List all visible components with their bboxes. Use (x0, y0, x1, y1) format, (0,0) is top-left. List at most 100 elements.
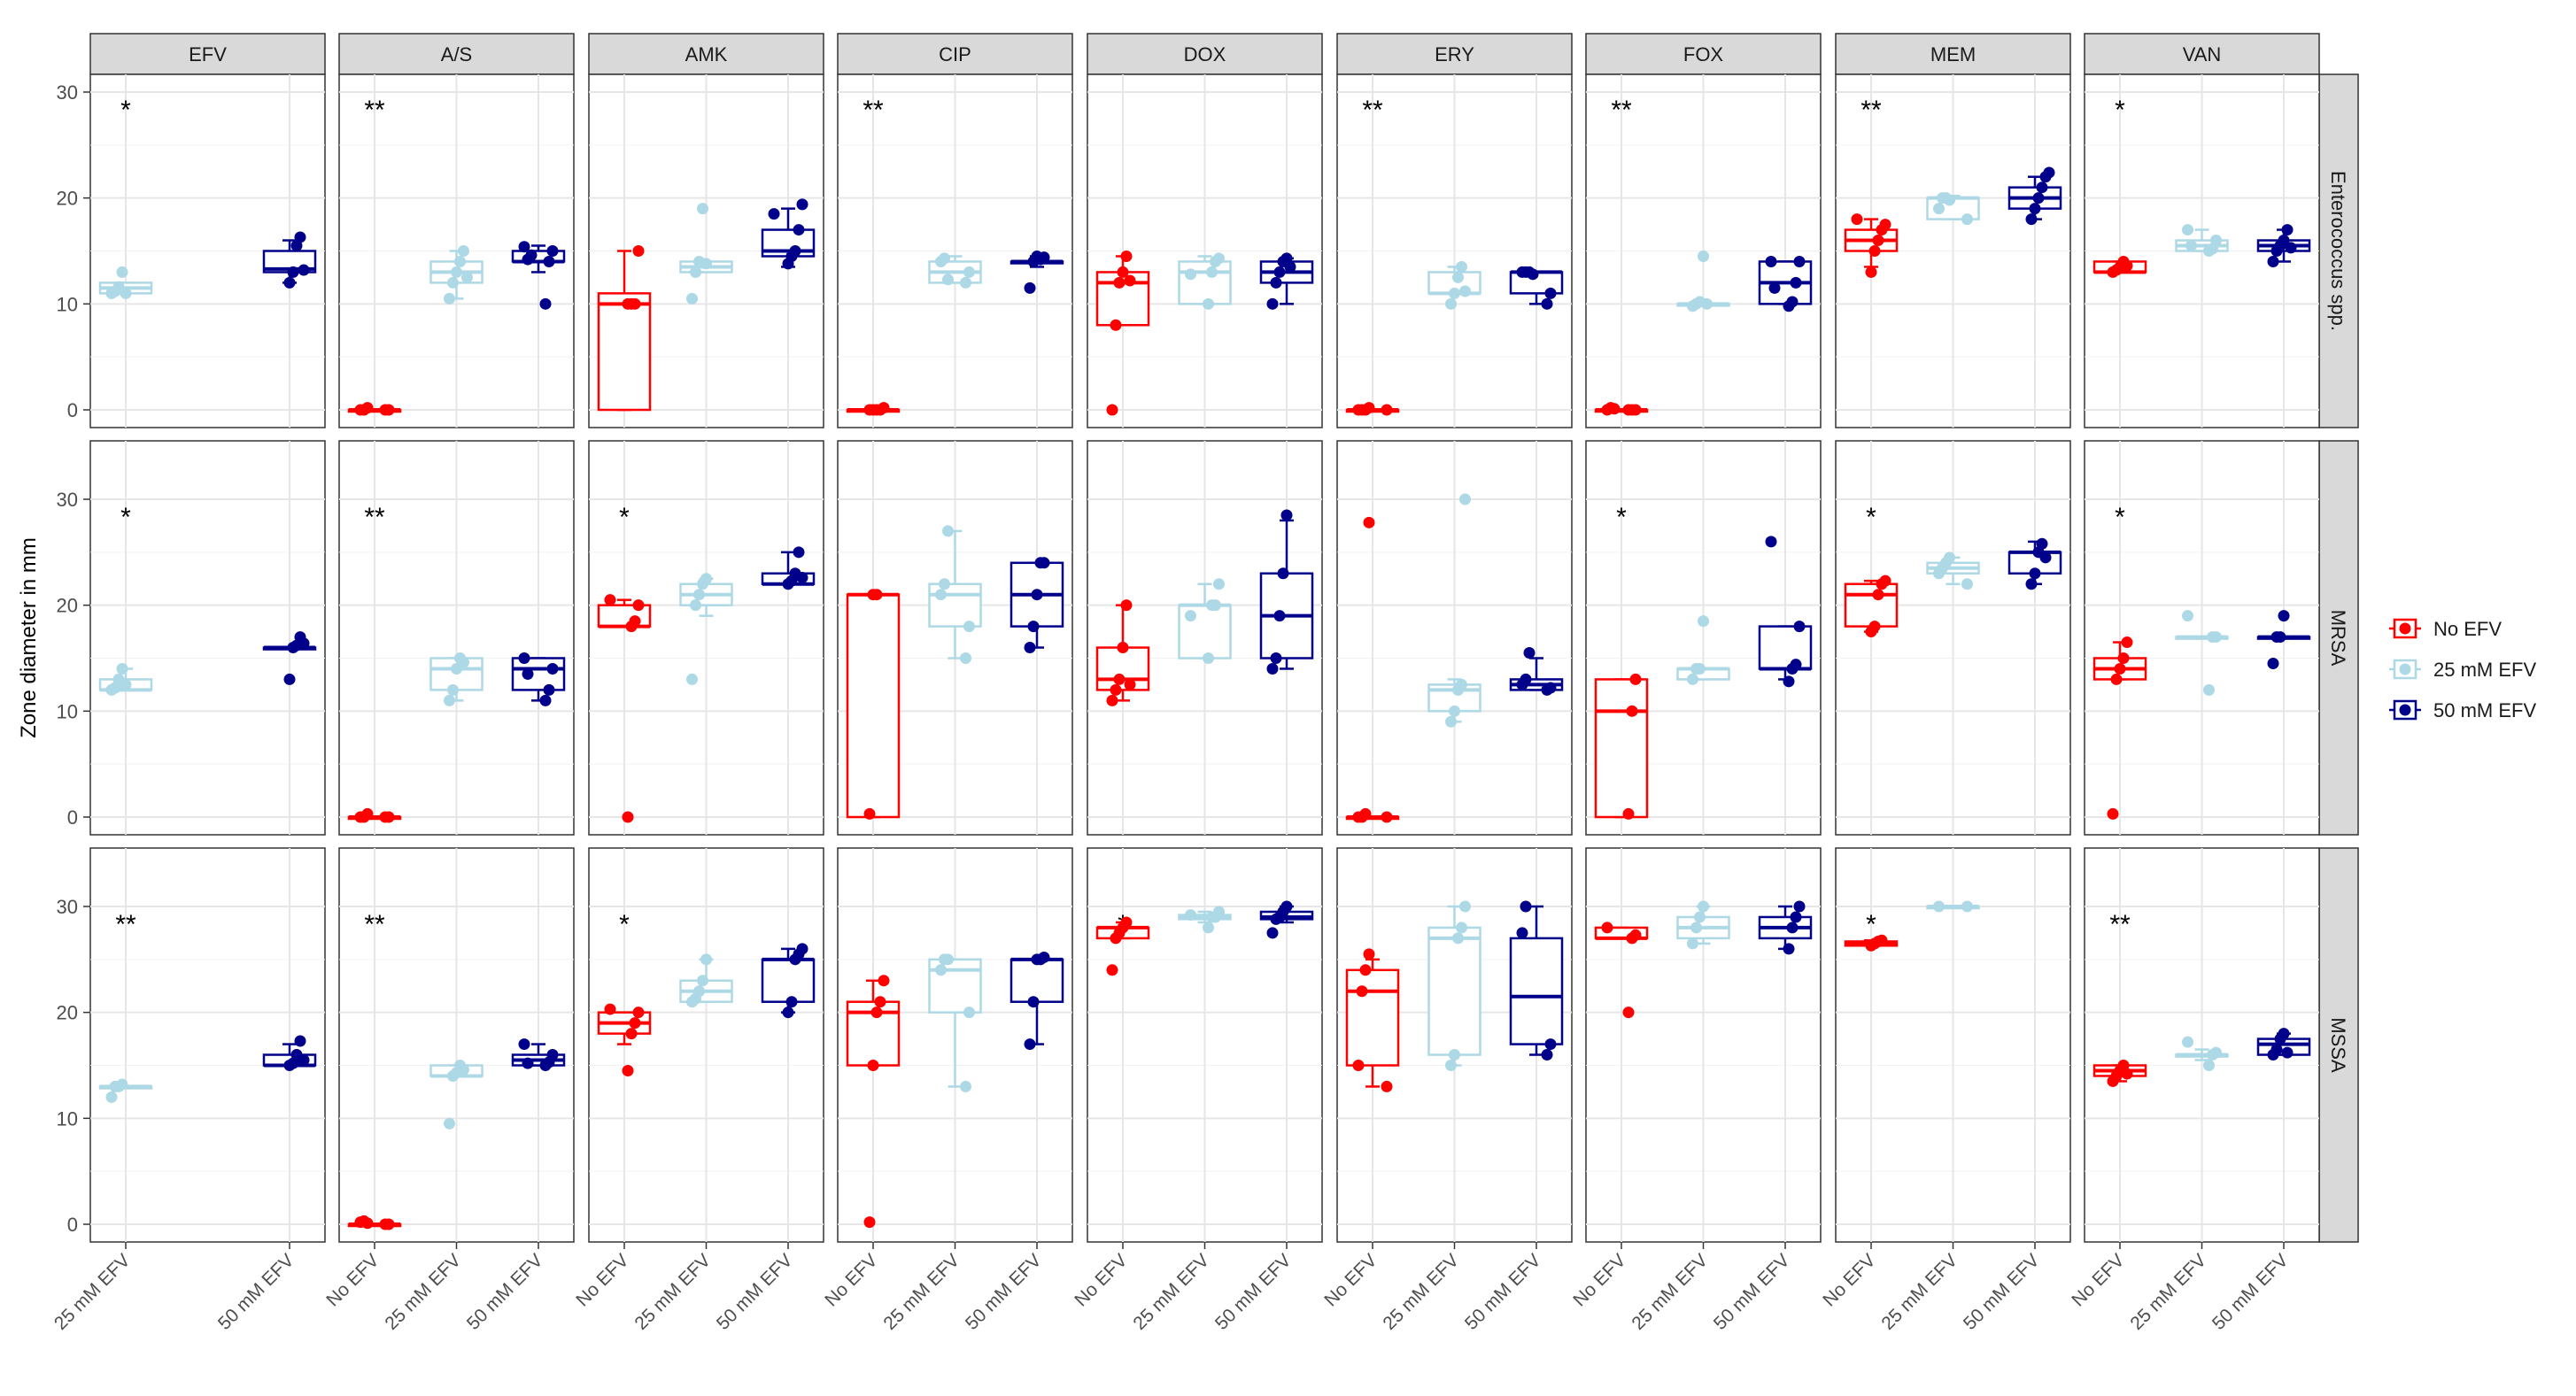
data-point (1527, 268, 1539, 281)
data-point (796, 572, 808, 584)
data-point (1698, 250, 1709, 262)
data-point (632, 245, 645, 257)
data-point (697, 975, 708, 987)
box (1010, 958, 1064, 1003)
data-point (283, 276, 296, 289)
data-point (1516, 927, 1528, 939)
significance-marker: ** (1362, 96, 1383, 125)
data-point (1359, 807, 1372, 820)
data-point (1459, 493, 1471, 505)
y-tick-label: 20 (57, 1002, 78, 1024)
data-point (1872, 589, 1884, 601)
data-point (2281, 224, 2294, 236)
data-point (383, 811, 395, 823)
data-point (942, 953, 954, 966)
data-point (1783, 675, 1795, 688)
data-point (1117, 266, 1129, 278)
data-point (2210, 1046, 2222, 1059)
data-point (1449, 1049, 1460, 1061)
data-point (1452, 271, 1464, 283)
data-point (1024, 282, 1036, 294)
data-point (1520, 673, 1532, 685)
y-tick-label: 20 (57, 188, 78, 210)
data-point (298, 637, 310, 650)
data-point (2039, 551, 2052, 564)
data-point (1113, 673, 1126, 685)
data-point (543, 255, 555, 267)
data-point (2029, 203, 2041, 215)
data-point (939, 252, 950, 265)
data-point (1266, 297, 1279, 310)
facet-strip-as (338, 33, 575, 75)
data-point (383, 404, 395, 416)
data-point (543, 683, 555, 696)
significance-marker: ** (1860, 96, 1882, 125)
data-point (1363, 516, 1375, 528)
box (1594, 678, 1649, 819)
data-point (939, 578, 950, 590)
significance-marker: * (2115, 503, 2125, 532)
box (1178, 260, 1232, 305)
data-point (1544, 1038, 1557, 1051)
significance-marker: ** (1611, 96, 1632, 125)
data-point (361, 402, 374, 414)
data-point (1363, 402, 1375, 414)
data-point (1687, 673, 1698, 685)
significance-marker: ** (863, 96, 884, 125)
data-point (458, 656, 469, 668)
data-point (1544, 682, 1557, 694)
data-point (1629, 404, 1642, 416)
data-point (1790, 276, 1802, 289)
data-point (1701, 297, 1713, 310)
data-point (1608, 403, 1621, 415)
data-point (294, 1035, 306, 1047)
data-point (1027, 621, 1040, 633)
data-point (1280, 509, 1293, 521)
data-point (690, 266, 701, 278)
data-point (1185, 909, 1196, 922)
legend: No EFV 25 mM EFV 50 mM EFV (2389, 618, 2536, 721)
data-point (361, 807, 374, 820)
data-point (796, 198, 808, 211)
data-point (2267, 657, 2279, 669)
data-point (120, 287, 132, 299)
data-point (451, 266, 462, 278)
data-point (2036, 181, 2048, 194)
legend-key-point (2399, 704, 2411, 716)
data-point (1381, 811, 1393, 823)
box (1758, 625, 1813, 670)
data-point (1113, 276, 1126, 289)
data-point (686, 292, 698, 305)
legend-label: 50 mM EFV (2433, 699, 2536, 721)
data-point (444, 694, 455, 706)
data-point (2121, 259, 2133, 272)
plot-layer: EFV A/S AMK CIP DOX ERY FOX MEM VAN Enterococcus … (50, 33, 2359, 1334)
data-point (700, 953, 712, 966)
data-point (1213, 906, 1225, 918)
data-point (1024, 1038, 1036, 1051)
data-point (1456, 260, 1467, 273)
data-point (1456, 922, 1467, 934)
data-point (1523, 647, 1536, 659)
y-tick-label: 20 (57, 595, 78, 617)
data-point (383, 1218, 395, 1230)
data-point (1449, 287, 1460, 299)
data-point (2210, 235, 2222, 247)
y-tick-label: 0 (67, 399, 78, 421)
data-point (546, 662, 559, 675)
data-point (1210, 599, 1221, 612)
data-point (2278, 1028, 2290, 1040)
data-point (1445, 1060, 1457, 1071)
data-point (1944, 551, 1955, 564)
data-point (283, 673, 296, 685)
data-point (697, 203, 708, 215)
data-point (1452, 932, 1464, 945)
data-point (1868, 245, 1881, 257)
data-point (1933, 900, 1945, 913)
data-point (1879, 219, 1891, 231)
data-point (863, 807, 876, 820)
data-point (960, 1080, 971, 1092)
data-point (539, 297, 552, 310)
significance-marker: ** (115, 910, 136, 939)
y-tick-label: 0 (67, 806, 78, 829)
